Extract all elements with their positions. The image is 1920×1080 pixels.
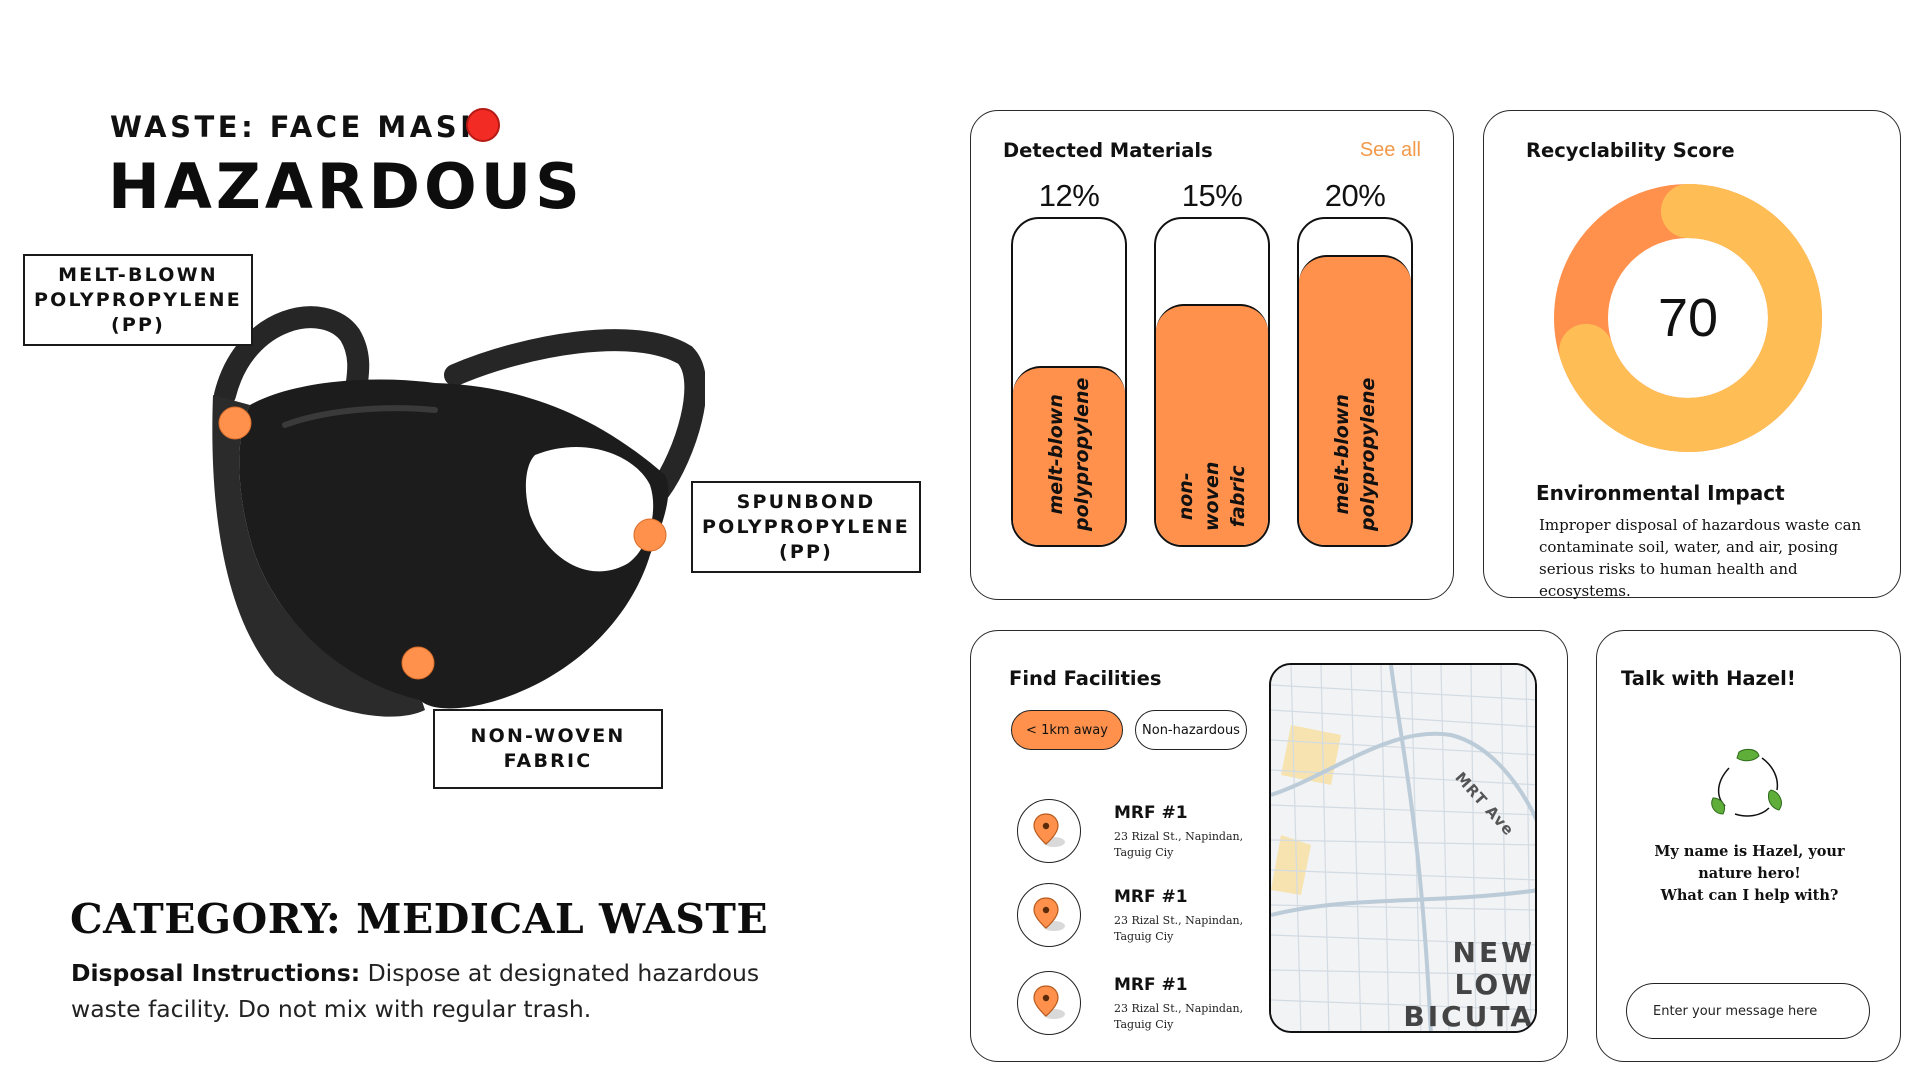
- chat-message-input[interactable]: [1626, 983, 1870, 1039]
- facility-name: MRF #1: [1114, 975, 1188, 995]
- location-pin-icon: [1017, 971, 1081, 1035]
- facility-address: 23 Rizal St., Napindan, Taguig Ciy: [1114, 830, 1244, 859]
- recyclability-score-title: Recyclability Score: [1526, 139, 1735, 162]
- non-woven-marker: [401, 646, 435, 680]
- facilities-map[interactable]: MRT Ave NEW LOW BICUTA: [1269, 663, 1537, 1033]
- category-label: CATEGORY: MEDICAL WASTE: [70, 895, 769, 943]
- see-all-link[interactable]: See all: [1359, 139, 1421, 161]
- material-bar: non-woven fabric: [1154, 217, 1270, 547]
- recycle-leaf-icon: [1711, 748, 1782, 817]
- score-value: 70: [1657, 288, 1719, 348]
- callout-non-woven: NON-WOVEN FABRIC: [433, 709, 663, 789]
- facility-address: 23 Rizal St., Napindan, Taguig Ciy: [1114, 914, 1244, 943]
- material-bar-percent: 15%: [1181, 178, 1243, 213]
- environmental-impact-title: Environmental Impact: [1536, 481, 1785, 505]
- score-ring-progress: [1554, 184, 1822, 452]
- material-bar: melt-blown polypropylene: [1011, 217, 1127, 547]
- material-bar-percent: 12%: [1038, 178, 1100, 213]
- facility-list-item[interactable]: MRF #1 23 Rizal St., Napindan, Taguig Ci…: [1017, 883, 1297, 949]
- callout-melt-blown: MELT-BLOWN POLYPROPYLENE (PP): [23, 254, 253, 346]
- melt-blown-marker: [218, 406, 252, 440]
- material-bar-label: melt-blown polypropylene: [1045, 377, 1093, 531]
- disposal-instructions: Disposal Instructions: Dispose at design…: [71, 955, 791, 1027]
- callout-spunbond: SPUNBOND POLYPROPYLENE (PP): [691, 481, 921, 573]
- map-streets: [1271, 665, 1535, 1031]
- facility-name: MRF #1: [1114, 803, 1188, 823]
- facility-list-item[interactable]: MRF #1 23 Rizal St., Napindan, Taguig Ci…: [1017, 799, 1297, 865]
- waste-name-label: WASTE: FACE MASK: [110, 110, 487, 144]
- material-bar-percent: 20%: [1324, 178, 1386, 213]
- score-ring-chart: [1554, 184, 1822, 452]
- material-bar-fill: [1299, 255, 1411, 545]
- environmental-impact-text: Improper disposal of hazardous waste can…: [1539, 516, 1862, 600]
- disposal-label: Disposal Instructions:: [71, 959, 361, 987]
- location-pin-icon: [1017, 799, 1081, 863]
- map-area-label: NEW LOW BICUTA: [1403, 936, 1535, 1033]
- hazel-greeting: My name is Hazel, your nature hero! What…: [1654, 843, 1845, 904]
- facility-name: MRF #1: [1114, 887, 1188, 907]
- detected-materials-title: Detected Materials: [1003, 139, 1213, 162]
- find-facilities-title: Find Facilities: [1009, 667, 1162, 690]
- disposal-text: Dispose at designated hazardous waste fa…: [71, 959, 760, 1023]
- filter-chip-non-hazardous[interactable]: Non-hazardous: [1135, 710, 1247, 750]
- material-bar-label: non-woven fabric: [1175, 461, 1249, 531]
- detected-materials-card: Detected Materials See all 12% melt-blow…: [970, 110, 1454, 600]
- filter-chip-distance[interactable]: < 1km away: [1011, 710, 1123, 750]
- recyclability-score-card: Recyclability Score 70 Environmental Imp…: [1483, 110, 1901, 600]
- hazard-status-dot: [466, 108, 500, 142]
- location-pin-icon: [1017, 883, 1081, 947]
- find-facilities-card: Find Facilities < 1km away Non-hazardous…: [970, 630, 1568, 1062]
- facility-list-item[interactable]: MRF #1 23 Rizal St., Napindan, Taguig Ci…: [1017, 971, 1297, 1037]
- face-mask-illustration: [212, 306, 705, 717]
- material-bar-fill: [1156, 304, 1268, 545]
- facility-address: 23 Rizal St., Napindan, Taguig Ciy: [1114, 1002, 1244, 1031]
- hazard-status-title: HAZARDOUS: [108, 150, 584, 223]
- material-bar-label: melt-blown polypropylene: [1331, 377, 1379, 531]
- material-bar-fill: [1013, 366, 1125, 545]
- chat-card: Talk with Hazel! My name is Hazel, your …: [1596, 630, 1901, 1062]
- material-bar: melt-blown polypropylene: [1297, 217, 1413, 547]
- chat-title: Talk with Hazel!: [1621, 667, 1796, 690]
- spunbond-marker: [633, 518, 667, 552]
